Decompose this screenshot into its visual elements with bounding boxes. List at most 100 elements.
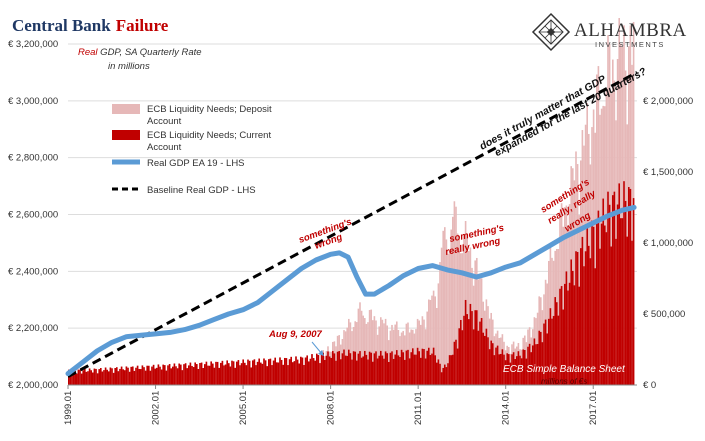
deposit-bar <box>620 43 622 385</box>
current-bar <box>549 308 552 385</box>
deposit-bar <box>373 316 376 385</box>
current-bar <box>352 351 355 385</box>
current-bar <box>365 354 368 385</box>
subtitle-rest: GDP, SA Quarterly Rate <box>98 47 202 58</box>
current-bar <box>372 361 374 385</box>
current-bar <box>130 366 132 385</box>
current-bar <box>125 366 128 385</box>
current-bar <box>514 359 516 385</box>
current-bar <box>192 367 195 385</box>
alhambra-logo: ALHAMBRA INVESTMENTS <box>531 12 686 52</box>
current-bar <box>341 353 344 385</box>
legend-label-current-1: ECB Liquidity Needs; Current <box>147 130 271 141</box>
current-bar <box>436 362 438 385</box>
current-bar <box>623 181 625 385</box>
current-bar <box>565 271 568 385</box>
current-bar <box>572 270 574 385</box>
current-bar <box>415 354 417 385</box>
left-axis-ticks: € 2,000,000 € 2,200,000 € 2,400,000 € 2,600… <box>8 39 58 391</box>
current-bar <box>394 354 396 385</box>
current-bar <box>373 353 376 385</box>
current-bar <box>141 365 144 385</box>
current-bar <box>213 367 216 385</box>
current-bar <box>148 365 150 385</box>
current-bar <box>551 318 553 385</box>
current-bar <box>314 360 316 385</box>
current-bar <box>197 368 200 385</box>
current-bar <box>189 362 192 385</box>
current-bar <box>418 351 420 385</box>
current-bar <box>535 344 537 385</box>
current-bar <box>538 330 540 385</box>
current-bar <box>253 359 256 385</box>
current-bar <box>156 367 158 385</box>
current-bar <box>480 318 483 385</box>
current-bar <box>133 370 136 385</box>
current-bar <box>615 238 617 385</box>
current-bar <box>149 370 152 385</box>
current-bar <box>128 371 131 385</box>
current-bar <box>410 352 412 385</box>
current-bar <box>74 370 76 385</box>
current-bar <box>116 367 118 385</box>
current-bar <box>112 372 115 385</box>
current-bar <box>512 352 515 385</box>
current-bar <box>93 368 96 385</box>
chart-subtitle-line2: in millions <box>108 61 150 72</box>
current-bar <box>122 369 124 385</box>
current-bar <box>293 361 296 385</box>
current-bar <box>596 219 598 385</box>
current-bar <box>391 351 393 385</box>
current-bar <box>284 357 286 385</box>
current-bar <box>319 363 321 385</box>
legend-label-baseline: Baseline Real GDP - LHS <box>147 185 256 196</box>
current-bar <box>568 282 571 385</box>
current-bar <box>458 328 460 385</box>
deposit-bar <box>458 238 460 385</box>
current-bar <box>359 351 361 385</box>
current-bar <box>255 365 257 385</box>
current-bar <box>589 258 592 385</box>
current-bar <box>357 353 360 385</box>
current-bar <box>298 363 300 385</box>
deposit-bar <box>351 331 353 385</box>
current-bar <box>516 356 518 385</box>
current-bar <box>143 367 145 385</box>
deposit-bar <box>455 206 457 385</box>
right-axis-ticks: € 0 € 500,000 € 1,000,000 € 1,500,000 € 2,00… <box>643 96 693 391</box>
current-bar <box>453 341 456 385</box>
current-bar <box>135 367 137 385</box>
current-bar <box>348 349 350 385</box>
legend-swatch-deposit <box>112 104 140 114</box>
current-bar <box>221 360 224 385</box>
current-bar <box>485 328 488 385</box>
current-bar <box>202 368 204 385</box>
current-bar <box>136 365 139 385</box>
deposit-bar <box>429 300 432 385</box>
deposit-bar <box>610 93 612 385</box>
current-bar <box>367 359 369 385</box>
current-bar <box>576 251 579 385</box>
deposit-bar <box>621 46 624 386</box>
current-bar <box>234 367 236 385</box>
current-bar <box>335 360 337 385</box>
current-bar <box>119 368 121 385</box>
current-bar <box>343 349 345 385</box>
current-bar <box>277 362 280 385</box>
current-bar <box>548 318 550 385</box>
legend: ECB Liquidity Needs; Deposit Account ECB… <box>112 104 272 196</box>
current-bar <box>274 357 276 385</box>
left-tick-label: € 2,400,000 <box>8 266 58 277</box>
current-bar <box>215 361 217 385</box>
current-bar <box>375 351 377 385</box>
legend-swatch-current <box>112 130 140 140</box>
current-bar <box>280 359 283 385</box>
current-bar <box>260 362 262 385</box>
current-bar <box>455 339 457 385</box>
current-bar <box>204 364 206 385</box>
current-bar <box>440 372 443 385</box>
left-tick-label: € 2,600,000 <box>8 210 58 221</box>
current-bar <box>175 366 177 385</box>
current-bar <box>333 353 336 385</box>
current-bar <box>439 363 441 385</box>
